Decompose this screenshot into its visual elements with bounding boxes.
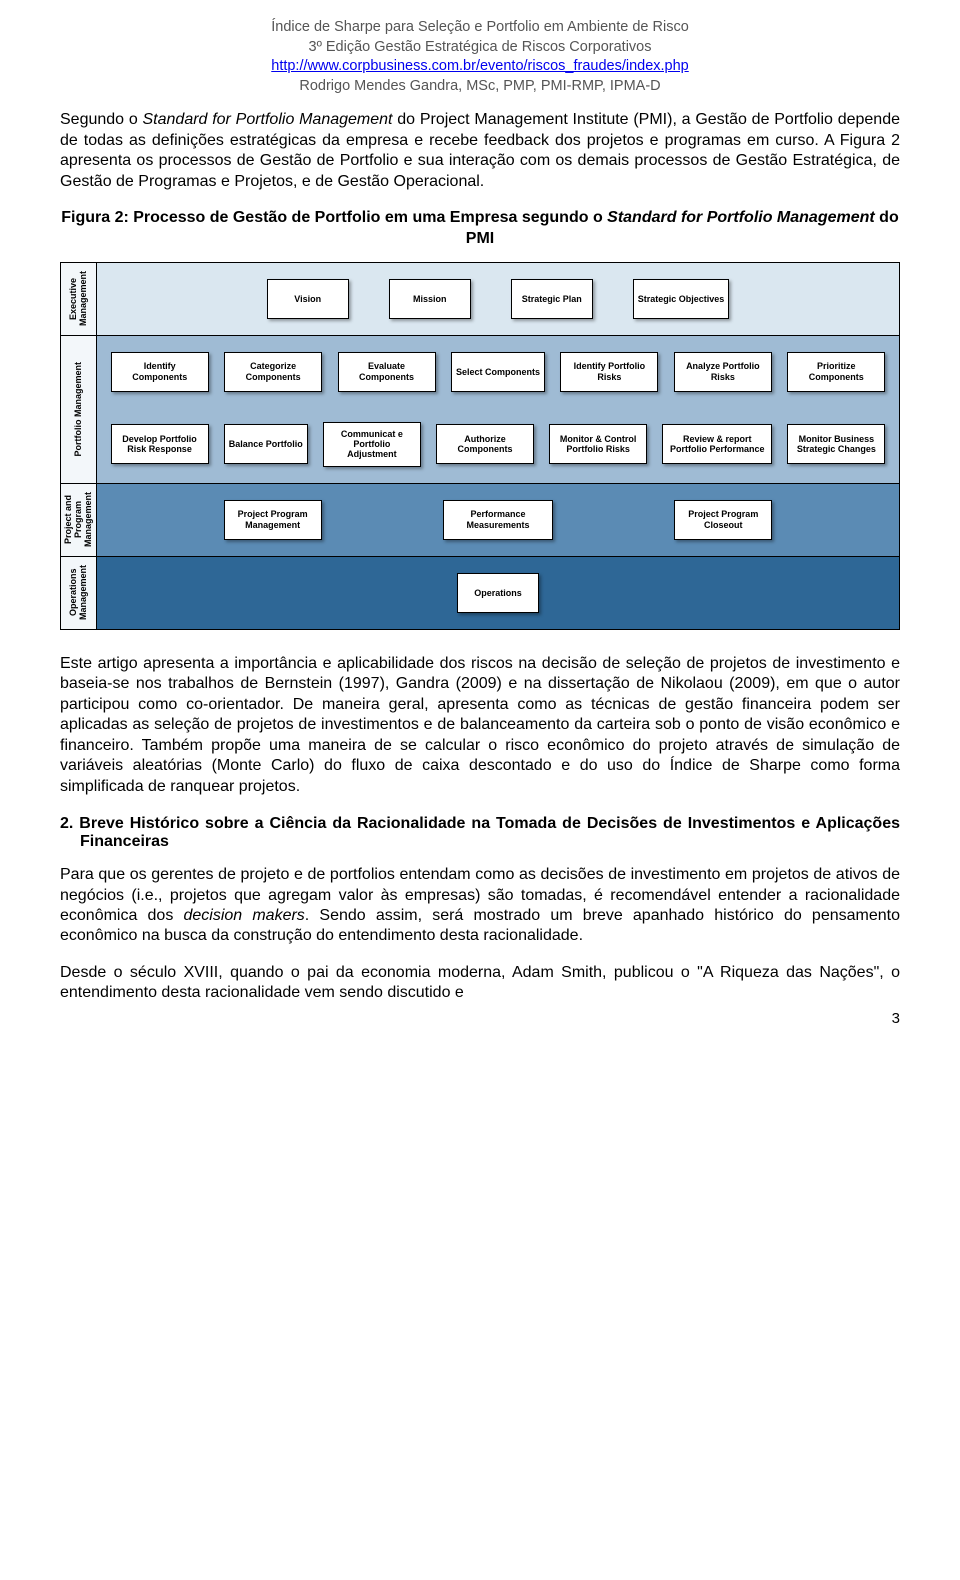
lane-label-project: Project and Program Management [61, 484, 97, 556]
node-communicate-adjustment: Communicat e Portfolio Adjustment [323, 422, 421, 467]
header-link-line: http://www.corpbusiness.com.br/evento/ri… [60, 57, 900, 77]
lane-label-portfolio: Portfolio Management [61, 336, 97, 483]
p3-italic: decision makers [183, 907, 304, 924]
node-project-program-closeout: Project Program Closeout [674, 500, 772, 540]
lane-operations: Operations Management Operations [61, 557, 899, 629]
node-project-program-mgmt: Project Program Management [224, 500, 322, 540]
paragraph-3: Para que os gerentes de projeto e de por… [60, 865, 900, 947]
header-link[interactable]: http://www.corpbusiness.com.br/evento/ri… [271, 58, 689, 74]
node-mission: Mission [389, 279, 471, 319]
node-identify-portfolio-risks: Identify Portfolio Risks [560, 352, 658, 392]
node-prioritize-components: Prioritize Components [787, 352, 885, 392]
lane-executive: Executive Management Vision Mission Stra… [61, 263, 899, 336]
node-strategic-objectives: Strategic Objectives [633, 279, 730, 319]
lane-project-program: Project and Program Management Project P… [61, 484, 899, 557]
lane-label-executive-text: Executive Management [69, 271, 89, 326]
node-develop-risk-response: Develop Portfolio Risk Response [111, 424, 209, 464]
lane-body-project: Project Program Management Performance M… [97, 484, 899, 556]
node-operations: Operations [457, 573, 539, 613]
p1-text-a: Segundo o [60, 111, 143, 128]
portfolio-row-1: Identify Components Categorize Component… [107, 352, 889, 392]
page-number: 3 [60, 1010, 900, 1027]
node-authorize-components: Authorize Components [436, 424, 534, 464]
node-review-report-performance: Review & report Portfolio Performance [662, 424, 772, 464]
node-balance-portfolio: Balance Portfolio [224, 424, 308, 464]
node-identify-components: Identify Components [111, 352, 209, 392]
header-line-2: 3º Edição Gestão Estratégica de Riscos C… [60, 38, 900, 58]
paragraph-2: Este artigo apresenta a importância e ap… [60, 654, 900, 797]
lane-body-operations: Operations [97, 557, 899, 629]
caption-a: Figura 2: Processo de Gestão de Portfoli… [61, 209, 607, 226]
figure-caption: Figura 2: Processo de Gestão de Portfoli… [60, 208, 900, 250]
lane-label-project-text: Project and Program Management [64, 492, 94, 547]
exec-row: Vision Mission Strategic Plan Strategic … [107, 279, 889, 319]
lane-label-executive: Executive Management [61, 263, 97, 335]
header-line-1: Índice de Sharpe para Seleção e Portfoli… [60, 18, 900, 38]
node-performance-measurements: Performance Measurements [443, 500, 553, 540]
node-vision: Vision [267, 279, 349, 319]
header-author: Rodrigo Mendes Gandra, MSc, PMP, PMI-RMP… [60, 77, 900, 97]
project-row: Project Program Management Performance M… [107, 500, 889, 540]
portfolio-row-2: Develop Portfolio Risk Response Balance … [107, 422, 889, 467]
flowchart-figure-2: Executive Management Vision Mission Stra… [60, 262, 900, 630]
p1-italic: Standard for Portfolio Management [143, 111, 393, 128]
lane-body-executive: Vision Mission Strategic Plan Strategic … [97, 263, 899, 335]
paragraph-4: Desde o século XVIII, quando o pai da ec… [60, 963, 900, 1004]
lane-label-operations: Operations Management [61, 557, 97, 629]
node-select-components: Select Components [451, 352, 545, 392]
node-monitor-control-risks: Monitor & Control Portfolio Risks [549, 424, 647, 464]
node-strategic-plan: Strategic Plan [511, 279, 593, 319]
section-2-heading: 2. Breve Histórico sobre a Ciência da Ra… [60, 815, 900, 851]
operations-row: Operations [107, 573, 889, 613]
node-evaluate-components: Evaluate Components [338, 352, 436, 392]
node-analyze-portfolio-risks: Analyze Portfolio Risks [674, 352, 772, 392]
page-header: Índice de Sharpe para Seleção e Portfoli… [60, 18, 900, 96]
lane-label-operations-text: Operations Management [69, 565, 89, 620]
lane-portfolio: Portfolio Management Identify Components… [61, 336, 899, 484]
lane-body-portfolio: Identify Components Categorize Component… [97, 336, 899, 483]
lane-label-portfolio-text: Portfolio Management [74, 362, 84, 457]
node-categorize-components: Categorize Components [224, 352, 322, 392]
caption-b: Standard for Portfolio Management [607, 209, 875, 226]
paragraph-1: Segundo o Standard for Portfolio Managem… [60, 110, 900, 192]
node-monitor-strategic-changes: Monitor Business Strategic Changes [787, 424, 885, 464]
